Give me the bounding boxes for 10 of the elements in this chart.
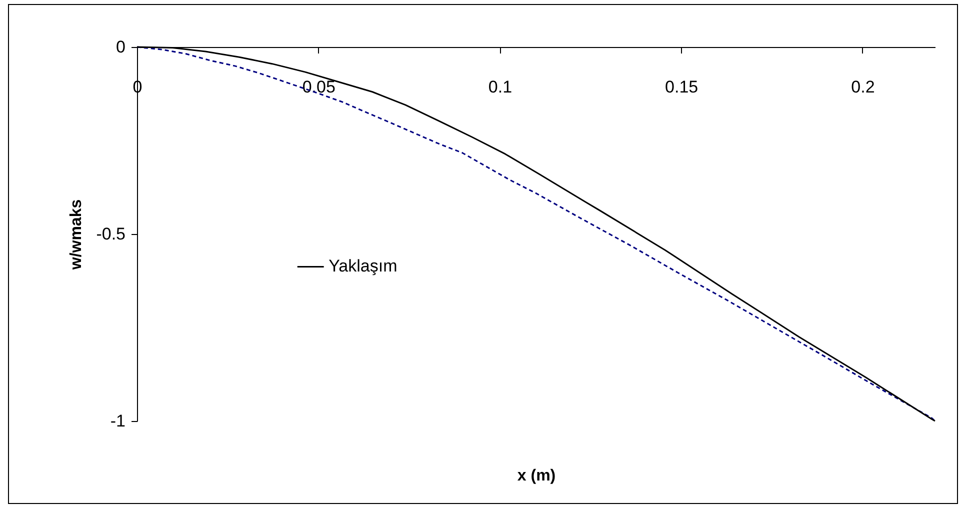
x-tick-label: 0.15 — [665, 78, 698, 96]
legend-label: Yaklaşım — [328, 256, 398, 276]
y-tick-label: 0 — [116, 38, 126, 56]
y-tick-label: -0.5 — [96, 224, 126, 244]
y-axis-title: w/wmaks — [68, 199, 86, 271]
x-tick-label: 0.2 — [851, 78, 875, 96]
x-tick-label: 0.1 — [488, 78, 512, 96]
x-axis-title: x (m) — [517, 468, 556, 484]
x-tick-label: 0.05 — [302, 78, 336, 96]
y-tick-label: -1 — [110, 412, 126, 430]
